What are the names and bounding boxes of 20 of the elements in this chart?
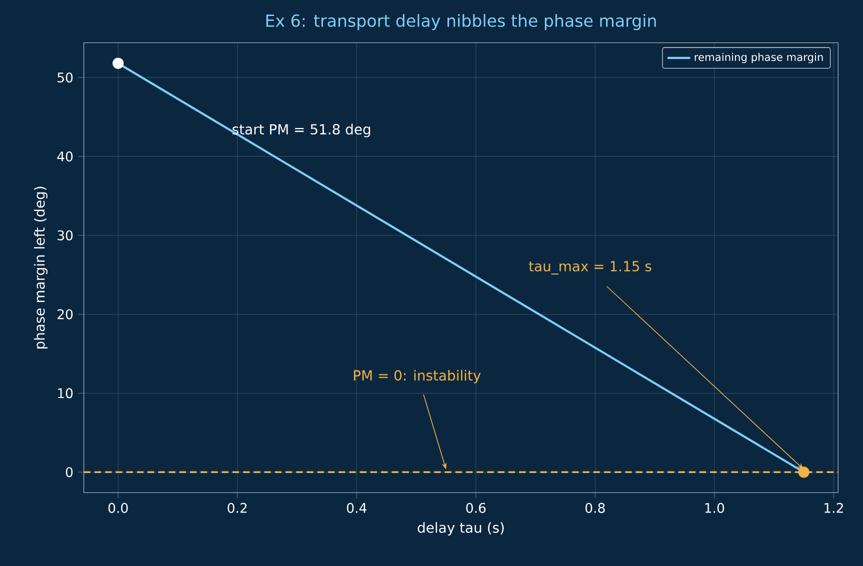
y-tick-label: 10 (58, 388, 73, 398)
x-tick-label: 1.0 (705, 502, 724, 513)
annotation: start PM = 51.8 deg (232, 124, 370, 138)
chart-title: Ex 6: transport delay nibbles the phase margin (266, 14, 656, 30)
y-tick-label: 40 (57, 151, 73, 162)
x-tick-label: 0.2 (228, 502, 247, 513)
x-axis-title: delay tau (s) (418, 522, 504, 536)
y-tick-label: 30 (58, 230, 73, 240)
x-tick-label: 0.0 (108, 502, 128, 513)
y-axis-title: phase margin left (deg) (34, 186, 48, 348)
y-tick-label: 0 (66, 466, 73, 478)
x-tick-label: 0.6 (466, 502, 486, 513)
y-tick-label: 20 (58, 309, 73, 320)
legend-label: remaining phase margin (694, 52, 823, 64)
y-tick-label: 50 (58, 72, 73, 82)
x-tick-label: 1.2 (824, 502, 843, 513)
x-tick-label: 0.8 (585, 502, 605, 513)
x-tick-label: 0.4 (346, 502, 366, 513)
annotation: PM = 0: instability (354, 370, 481, 384)
annotation: tau_max = 1.15 s (528, 260, 652, 274)
